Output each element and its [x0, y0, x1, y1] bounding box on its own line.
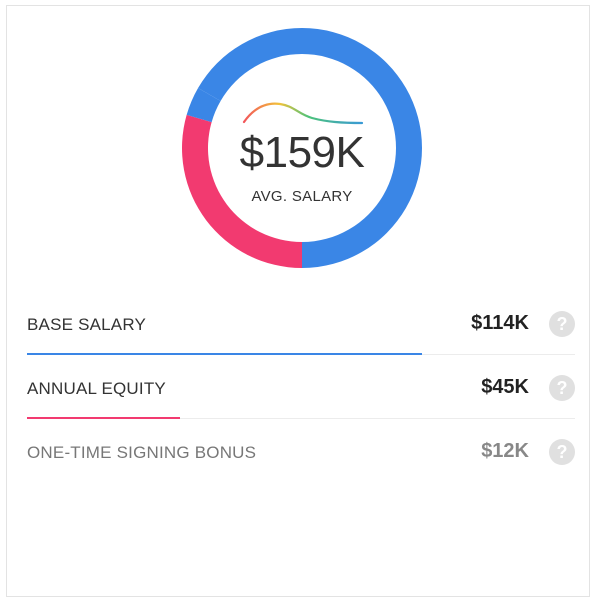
avg-salary-label: AVG. SALARY	[251, 188, 353, 205]
distribution-curve-icon	[242, 102, 364, 125]
base-salary-bar	[27, 353, 422, 355]
donut-segment-annual-equity	[182, 114, 302, 268]
signing-bonus-value: $12K	[481, 440, 529, 462]
question-icon[interactable]: ?	[549, 439, 575, 465]
annual-equity-label: ANNUAL EQUITY	[27, 379, 166, 398]
breakdown-row-base-salary: BASE SALARY $114K ?	[27, 291, 575, 355]
base-salary-label: BASE SALARY	[27, 315, 147, 334]
salary-card: $159K AVG. SALARY BASE SALARY $114K ? AN…	[6, 5, 590, 597]
avg-salary-amount: $159K	[239, 128, 365, 177]
signing-bonus-label: ONE-TIME SIGNING BONUS	[27, 443, 257, 462]
question-icon[interactable]: ?	[549, 311, 575, 337]
base-salary-value: $114K	[471, 312, 529, 334]
donut-segment-base-salary-remainder	[186, 88, 221, 123]
donut-svg	[182, 28, 422, 268]
annual-equity-bar	[27, 417, 181, 419]
breakdown-row-annual-equity: ANNUAL EQUITY $45K ?	[27, 355, 575, 419]
breakdown-row-signing-bonus: ONE-TIME SIGNING BONUS $12K ?	[27, 419, 575, 483]
salary-donut-chart: $159K AVG. SALARY	[182, 28, 422, 268]
row-divider	[27, 418, 575, 419]
annual-equity-value: $45K	[481, 376, 529, 398]
question-icon[interactable]: ?	[549, 375, 575, 401]
